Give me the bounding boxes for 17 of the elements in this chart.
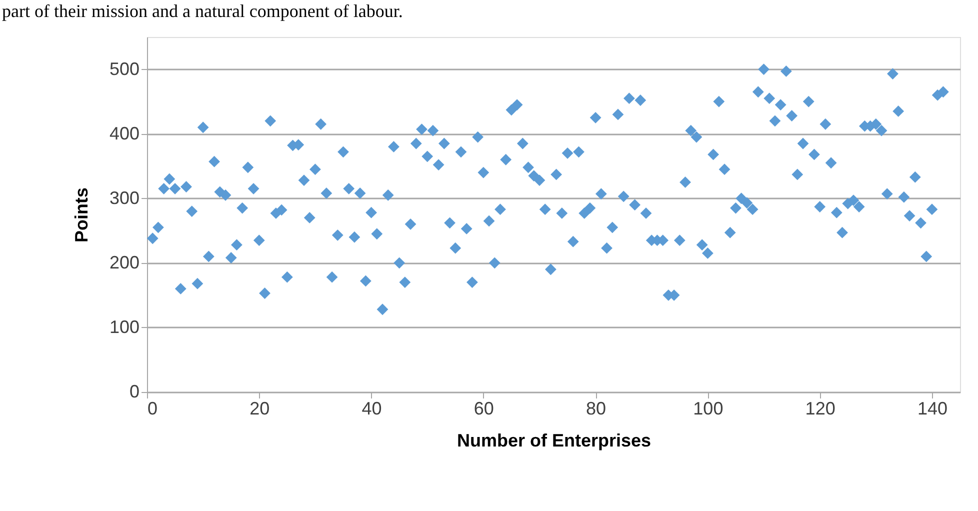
text: part of their mission and a natural component of labour. [2, 1, 403, 21]
y-tick-label: 400 [109, 123, 140, 144]
y-axis-title: Points [71, 187, 92, 243]
x-tick-label: 120 [805, 398, 836, 418]
y-tick-label: 100 [109, 316, 140, 337]
y-tick-label: 500 [109, 58, 140, 79]
x-tick-label: 100 [693, 398, 724, 418]
x-tick-label: 140 [917, 398, 948, 418]
y-tick-label: 300 [109, 188, 140, 208]
y-tick-label: 0 [129, 382, 140, 402]
y-tick-label: 200 [109, 252, 140, 272]
x-tick-label: 20 [250, 398, 270, 418]
x-tick-label: 80 [586, 398, 606, 418]
x-tick-label: 40 [362, 398, 382, 418]
x-tick-label: 0 [148, 398, 158, 418]
x-axis-title: Number of Enterprises [456, 430, 652, 450]
x-tick-label: 60 [474, 398, 494, 418]
